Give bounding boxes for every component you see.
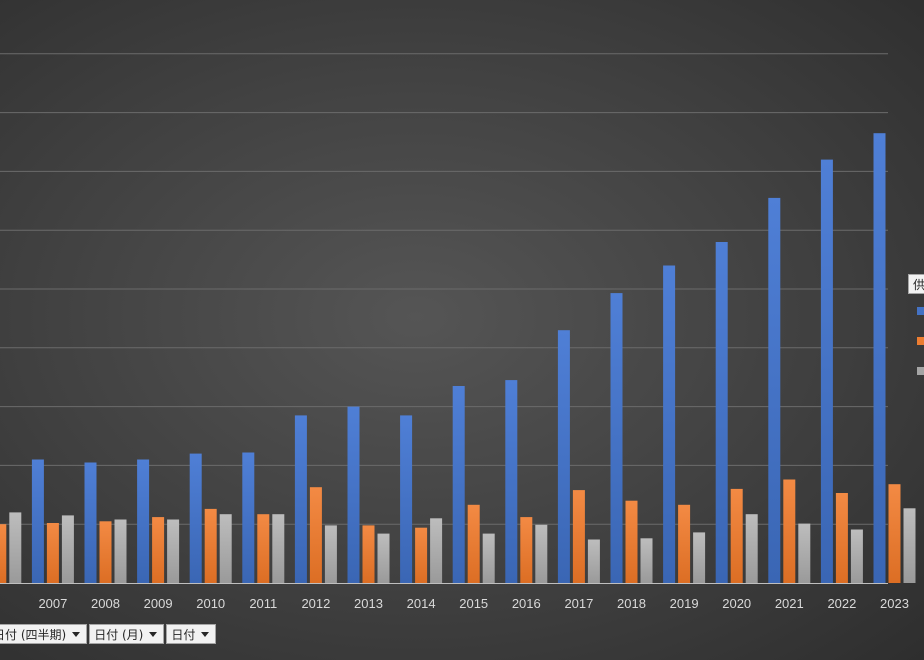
x-tick-label: 2008 — [91, 596, 120, 611]
bar-2016-series-0 — [505, 380, 518, 583]
x-tick-label: 2015 — [459, 596, 488, 611]
legend-item — [908, 324, 924, 354]
x-tick-label: 2010 — [196, 596, 225, 611]
bar-2014-series-1 — [415, 527, 428, 583]
x-tick-label: 2017 — [564, 596, 593, 611]
legend-swatch-1 — [917, 337, 924, 345]
bar-2020-series-0 — [715, 242, 728, 583]
month-filter-label: 日付 (月) — [94, 627, 144, 642]
bar-2013-series-0 — [347, 406, 360, 583]
bar-2014-series-0 — [400, 415, 413, 583]
bar-2011-series-0 — [242, 452, 255, 583]
field-buttons: 日付 (四半期) 日付 (月) 日付 — [0, 624, 218, 646]
bar-2008-series-2 — [114, 519, 127, 583]
bar-2015-series-1 — [467, 504, 480, 583]
x-tick-label: 2022 — [827, 596, 856, 611]
bar-2012-series-2 — [324, 525, 337, 583]
bar-2006-series-1 — [0, 524, 7, 583]
bar-2022-series-0 — [820, 159, 833, 583]
bar-2022-series-1 — [835, 493, 848, 583]
legend: 供給量 — [908, 274, 924, 384]
bar-2009-series-2 — [167, 519, 180, 583]
date-filter-label: 日付 — [171, 627, 196, 642]
bar-2023-series-1 — [888, 484, 901, 583]
x-tick-label: 2020 — [722, 596, 751, 611]
month-filter-button[interactable]: 日付 (月) — [89, 624, 165, 644]
bar-2012-series-1 — [309, 487, 322, 583]
bar-2021-series-0 — [768, 197, 781, 583]
bar-2019-series-1 — [678, 504, 691, 583]
bar-2017-series-1 — [572, 490, 585, 583]
x-tick-label: 2013 — [354, 596, 383, 611]
x-tick-label: 2011 — [249, 596, 277, 611]
x-tick-label: 2016 — [512, 596, 541, 611]
bar-2013-series-2 — [377, 533, 390, 583]
bar-2023-series-0 — [873, 133, 886, 583]
bar-2010-series-0 — [189, 453, 202, 583]
bar-2014-series-2 — [430, 518, 443, 583]
x-tick-label: 2014 — [407, 596, 436, 611]
legend-item — [908, 294, 924, 324]
x-tick-label: 2023 — [880, 596, 909, 611]
bar-2016-series-1 — [520, 517, 533, 583]
x-tick-label: 2007 — [38, 596, 67, 611]
gridlines — [0, 53, 888, 525]
bar-2013-series-1 — [362, 525, 375, 583]
bar-2015-series-2 — [482, 533, 495, 583]
bar-2006-series-2 — [9, 512, 22, 583]
bar-2011-series-2 — [272, 514, 285, 583]
bar-2018-series-1 — [625, 500, 638, 583]
x-tick-label: 2021 — [775, 596, 804, 611]
bar-2009-series-1 — [152, 517, 165, 583]
legend-swatch-2 — [917, 367, 924, 375]
bar-2010-series-2 — [219, 514, 232, 583]
bar-2012-series-0 — [294, 415, 307, 583]
bar-2020-series-1 — [730, 488, 743, 583]
x-tick-label: 2012 — [301, 596, 330, 611]
bar-2023-series-2 — [903, 508, 916, 583]
legend-swatch-0 — [917, 307, 924, 315]
bar-2007-series-2 — [61, 515, 74, 583]
bar-2017-series-2 — [587, 539, 600, 583]
bars — [0, 133, 916, 583]
quarter-filter-label: 日付 (四半期) — [0, 627, 67, 642]
x-tick-label: 2009 — [144, 596, 173, 611]
bar-2011-series-1 — [257, 514, 270, 583]
dropdown-arrow-icon — [72, 631, 81, 637]
bar-2019-series-0 — [663, 265, 676, 583]
bar-2016-series-2 — [535, 524, 548, 583]
date-filter-button[interactable]: 日付 — [166, 624, 217, 644]
legend-item — [908, 354, 924, 384]
x-tick-label: 2019 — [670, 596, 699, 611]
bar-2008-series-0 — [84, 462, 97, 583]
bar-2007-series-1 — [46, 523, 59, 583]
bar-2007-series-0 — [31, 459, 44, 583]
bar-2019-series-2 — [693, 532, 706, 583]
bar-2022-series-2 — [850, 529, 863, 583]
bar-2021-series-1 — [783, 479, 796, 583]
bar-2008-series-1 — [99, 521, 112, 583]
bar-2018-series-2 — [640, 538, 653, 583]
bar-2018-series-0 — [610, 293, 623, 583]
chart: 2007 2008 2009 2010 2011 2012 2013 2014 2015 2016… — [0, 53, 916, 611]
dropdown-arrow-icon — [201, 631, 210, 637]
bar-2009-series-0 — [137, 459, 150, 583]
dropdown-arrow-icon — [149, 631, 158, 637]
legend-field-button[interactable]: 供給量 — [908, 274, 924, 294]
x-axis: 2007 2008 2009 2010 2011 2012 2013 2014 2015 2016… — [0, 583, 909, 611]
x-tick-label: 2018 — [617, 596, 646, 611]
bar-2017-series-0 — [557, 330, 570, 583]
bar-2021-series-2 — [798, 523, 811, 583]
quarter-filter-button[interactable]: 日付 (四半期) — [0, 624, 88, 644]
bar-2010-series-1 — [204, 508, 217, 583]
bar-2015-series-0 — [452, 386, 465, 583]
bar-2020-series-2 — [745, 514, 758, 583]
